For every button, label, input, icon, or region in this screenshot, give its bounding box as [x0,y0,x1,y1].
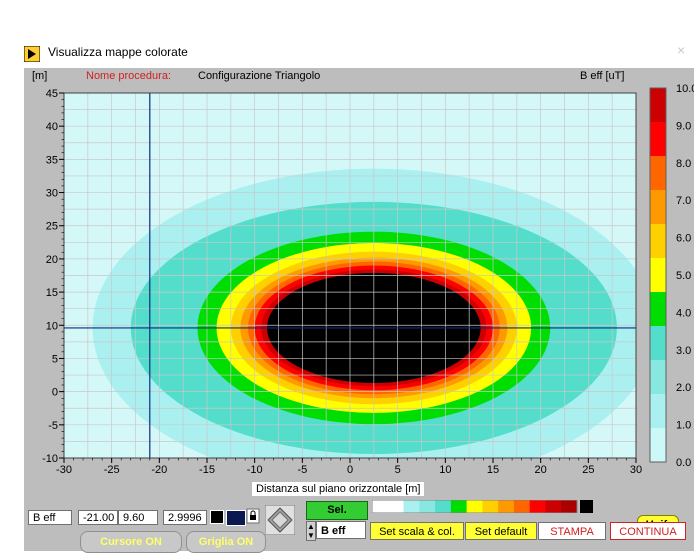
color-strip-cell [545,500,562,513]
readout-y: 9.60 [118,510,158,525]
color-strip-cell [466,500,483,513]
x-tick-label: 0 [347,464,353,476]
y-tick-label: -10 [42,453,58,465]
x-tick-label: -10 [247,464,263,476]
y-tick-label: -5 [48,420,58,432]
ring-spinner[interactable]: ▲ ▼ [306,521,316,541]
y-tick-label: 30 [46,188,58,200]
procedure-label: Nome procedura: [86,70,171,82]
x-tick-label: -30 [56,464,72,476]
colorbar-tick-label: 6.0 [676,233,691,245]
color-strip-cell [403,500,420,513]
print-button[interactable]: STAMPA [538,522,606,540]
y-tick-label: 15 [46,287,58,299]
color-strip-frame [372,500,578,513]
x-tick-label: 30 [630,464,642,476]
color-strip-cell [419,500,436,513]
colorbar-band [650,190,666,225]
colorbar-band [650,88,666,123]
color-strip-cell [387,500,404,513]
cursor-toggle[interactable]: Cursore ON [80,531,182,553]
color-strip-black [580,500,593,513]
readout-quantity: B eff [28,510,72,525]
colorbar-tick-label: 3.0 [676,345,691,357]
color-strip-cell [513,500,530,513]
colorbar-band [650,122,666,157]
window-title: Visualizza mappe colorate [48,45,188,59]
y-tick-label: 10 [46,320,58,332]
colorbar-tick-label: 2.0 [676,382,691,394]
readout-x: -21.00 [78,510,118,525]
color-scale-strip[interactable] [372,500,597,513]
quantity-selector[interactable]: B eff [316,521,366,539]
color-strip-cell [435,500,452,513]
colorbar-tick-label: 7.0 [676,195,691,207]
diamond-navigator-icon[interactable] [265,505,295,535]
colorbar-band [650,224,666,259]
colorbar-tick-label: 5.0 [676,270,691,282]
x-tick-label: 25 [582,464,594,476]
grid-toggle[interactable]: Griglia ON [186,531,266,553]
sel-button[interactable]: Sel. [306,501,368,520]
color-strip-cell [372,500,389,513]
y-unit-label: [m] [32,70,48,82]
x-axis-label: Distanza sul piano orizzontale [m] [252,482,425,496]
y-tick-label: 35 [46,154,58,166]
set-scale-color-button[interactable]: Set scala & col. [370,522,464,540]
run-arrow-icon [24,46,40,62]
colorbar-tick-label: 0.0 [676,457,691,469]
set-default-button[interactable]: Set default [465,522,537,540]
color-strip-cell [498,500,515,513]
y-tick-label: 5 [52,353,58,365]
grid-lines [64,93,636,458]
color-strip-cell [529,500,546,513]
x-tick-label: -25 [104,464,120,476]
colorbar-frame [649,87,667,463]
procedure-name: Configurazione Triangolo [198,70,321,82]
close-icon[interactable]: × [677,42,686,58]
x-tick-label: 5 [395,464,401,476]
x-tick-label: -15 [199,464,215,476]
color-strip-cell [482,500,499,513]
color-strip-cell [561,500,578,513]
x-tick-label: 20 [535,464,547,476]
colorbar-tick-label: 10.0 [676,83,694,95]
colorbar-band [650,360,666,395]
colorbar-tick-label: 8.0 [676,158,691,170]
y-tick-label: 20 [46,254,58,266]
quantity-label: B eff [uT] [580,70,625,82]
colorbar-tick-label: 9.0 [676,120,691,132]
colorbar-tick-label: 1.0 [676,420,691,432]
colorbar-band [650,156,666,191]
x-tick-label: 10 [439,464,451,476]
continue-button[interactable]: CONTINUA [610,522,686,540]
x-tick-label: -20 [151,464,167,476]
readout-b: 2.9996 [163,510,207,525]
color-strip-cell [450,500,467,513]
lock-icon[interactable] [246,508,260,524]
x-tick-label: 15 [487,464,499,476]
title-bar: Visualizza mappe colorate × [10,10,694,68]
colorbar-band [650,428,666,463]
y-tick-label: 40 [46,121,58,133]
cursor-color-indicator[interactable] [226,510,246,526]
colorbar-band [650,258,666,293]
y-tick-label: 45 [46,88,58,100]
cursor-style-indicator[interactable] [210,510,224,524]
colorbar-band [650,394,666,429]
y-tick-label: 25 [46,221,58,233]
colorbar-band [650,326,666,361]
y-tick-label: 0 [52,387,58,399]
x-tick-label: -5 [297,464,307,476]
colorbar-band [650,292,666,327]
colorbar-tick-label: 4.0 [676,307,691,319]
